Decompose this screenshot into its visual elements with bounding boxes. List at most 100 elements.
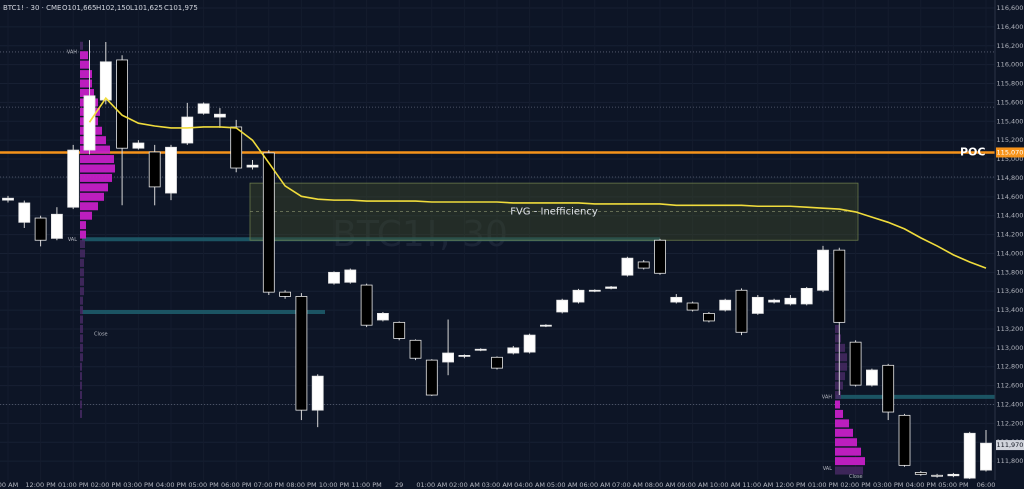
candle-body <box>360 284 373 326</box>
candle-body <box>654 239 666 274</box>
candle-body <box>980 442 992 471</box>
candle-body <box>947 473 960 477</box>
y-tick-label: 116,000 <box>997 61 1024 69</box>
profile-row <box>835 457 865 466</box>
profile-row <box>80 88 94 97</box>
x-tick-label: 03:00 PM <box>123 481 153 489</box>
x-tick-label: 01:00 PM <box>808 481 838 489</box>
x-tick-label: 05:00 AM <box>547 481 578 489</box>
profile-row <box>835 428 853 437</box>
candle-body <box>637 261 650 269</box>
x-tick-label: 29 <box>395 481 403 489</box>
profile-row <box>80 343 83 352</box>
profile-row <box>80 362 82 371</box>
profile-val: VAL <box>68 237 78 243</box>
candle-body <box>67 149 80 208</box>
profile-row <box>835 438 857 447</box>
candle-body <box>279 291 292 297</box>
y-tick-label: 115,000 <box>997 155 1024 163</box>
x-tick-label: 04:00 PM <box>156 481 186 489</box>
price-axis <box>995 0 1024 489</box>
candle-body <box>914 472 927 475</box>
y-tick-label: 114,400 <box>997 212 1024 220</box>
candle-body <box>800 287 813 305</box>
candle-body <box>670 296 683 303</box>
x-tick-label: 02:00 PM <box>91 481 121 489</box>
profile-row <box>80 334 83 343</box>
ma-line <box>88 96 987 269</box>
candle-body <box>230 126 243 169</box>
profile-row <box>80 155 114 164</box>
y-tick-label: 114,600 <box>997 193 1024 201</box>
profile-row <box>80 221 86 230</box>
profile-row <box>835 466 863 475</box>
y-tick-label: 114,200 <box>997 231 1024 239</box>
candle-body <box>213 113 226 118</box>
profile-row <box>80 306 83 315</box>
candle-body <box>344 269 357 283</box>
y-tick-label: 116,200 <box>997 42 1024 50</box>
profile-row <box>80 249 85 258</box>
candle-body <box>442 352 455 363</box>
x-tick-label: 10:00 PM <box>319 481 349 489</box>
candle-body <box>393 321 406 339</box>
x-tick-label: 12:00 PM <box>25 481 55 489</box>
profile-row <box>80 202 98 211</box>
profile-row <box>80 353 83 362</box>
candle-body <box>784 297 797 305</box>
x-tick-label: 03:00 PM <box>873 481 903 489</box>
candle-body <box>605 286 617 289</box>
ohlc-value: L101,625 <box>130 4 163 12</box>
y-tick-label: 116,600 <box>997 4 1024 12</box>
x-tick-label: 05:00 PM <box>938 481 968 489</box>
profile-row <box>80 315 83 324</box>
candle-body <box>588 289 601 292</box>
candle-body <box>866 369 878 386</box>
candle-body <box>99 61 112 101</box>
profile-row <box>80 70 92 79</box>
y-tick-label: 113,600 <box>997 287 1024 295</box>
y-tick-label: 113,200 <box>997 325 1024 333</box>
y-tick-label: 112,200 <box>997 419 1024 427</box>
candle-body <box>425 359 438 396</box>
x-tick-label: 01:00 PM <box>58 481 88 489</box>
candle-body <box>507 347 520 354</box>
poc-price-tag <box>996 147 1024 158</box>
candle-body <box>311 375 324 411</box>
profile-row <box>835 343 845 352</box>
profile-row <box>80 41 83 50</box>
candle-body <box>882 364 895 413</box>
y-tick-label: 112,800 <box>997 363 1024 371</box>
x-tick-label: 02:00 PM <box>840 481 870 489</box>
candle-body <box>51 213 63 239</box>
y-tick-label: 113,000 <box>997 344 1024 352</box>
candle-body <box>621 257 634 276</box>
candle-body <box>409 339 422 359</box>
x-tick-label: 08:00 PM <box>286 481 316 489</box>
candle-body <box>523 334 536 353</box>
y-tick-label: 115,600 <box>997 98 1024 106</box>
y-tick-label: 113,400 <box>997 306 1024 314</box>
profile-row <box>835 334 841 343</box>
candle-body <box>458 354 471 357</box>
x-tick-label: 11:00 AM <box>742 481 773 489</box>
profile-row <box>80 324 83 333</box>
profile-close: Close <box>94 331 108 337</box>
x-tick-label: 06:00 <box>977 481 996 489</box>
profile-vah: VAH <box>67 49 78 55</box>
y-tick-label: 111,800 <box>997 457 1024 465</box>
x-tick-label: 05:00 PM <box>188 481 218 489</box>
x-tick-label: 01:00 AM <box>416 481 447 489</box>
x-tick-label: 03:00 AM <box>482 481 513 489</box>
x-tick-label: 07:00 PM <box>254 481 284 489</box>
candle-body <box>817 249 829 291</box>
candle-body <box>540 324 552 327</box>
candle-body <box>849 341 862 386</box>
profile-row <box>80 164 115 173</box>
x-tick-label: 10:00 AM <box>710 481 741 489</box>
x-tick-label: 12:00 PM <box>775 481 805 489</box>
candle-body <box>18 202 31 223</box>
candle-body <box>719 299 732 311</box>
profile-row <box>80 211 92 220</box>
